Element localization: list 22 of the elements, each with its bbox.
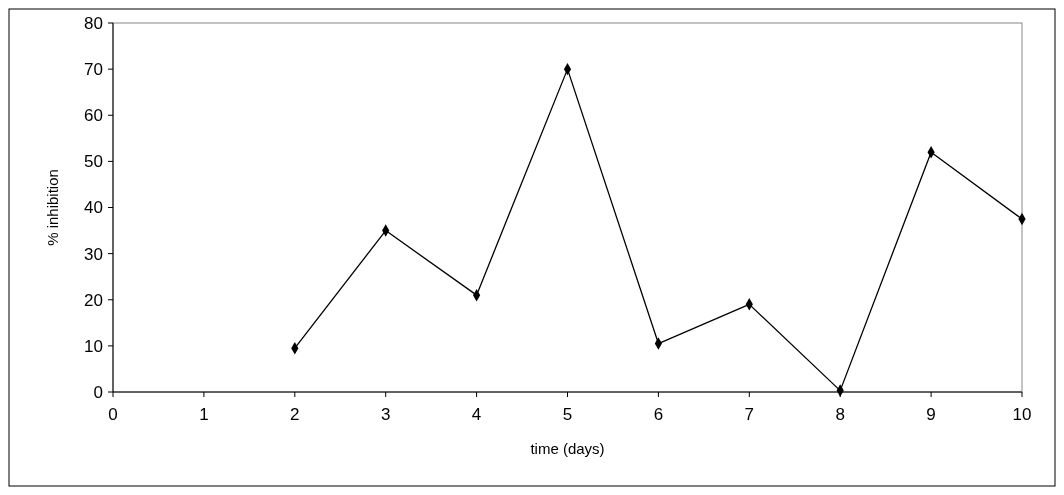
x-tick-label: 9	[926, 405, 936, 424]
y-axis-title: % inhibition	[44, 169, 61, 246]
x-tick-label: 8	[835, 405, 845, 424]
y-tick-label: 60	[84, 106, 103, 126]
y-tick-label: 30	[84, 244, 103, 264]
x-tick-label: 2	[290, 405, 300, 424]
x-tick-label: 10	[1012, 405, 1032, 424]
x-tick-label: 1	[199, 405, 209, 424]
x-tick-label: 4	[471, 405, 482, 424]
y-tick-label: 20	[84, 290, 103, 310]
y-tick-label: 50	[84, 152, 103, 172]
x-tick-label: 7	[744, 405, 755, 424]
x-tick-label: 5	[562, 405, 573, 424]
y-tick-label: 70	[84, 60, 103, 80]
y-tick-label: 0	[93, 382, 103, 402]
x-tick-label: 0	[108, 405, 118, 424]
y-tick-label: 10	[84, 336, 103, 356]
x-tick-label: 3	[380, 405, 391, 424]
y-tick-label: 40	[84, 198, 103, 218]
x-tick-label: 6	[653, 405, 664, 424]
y-tick-label: 80	[84, 13, 103, 33]
x-axis-title: time (days)	[530, 440, 605, 457]
